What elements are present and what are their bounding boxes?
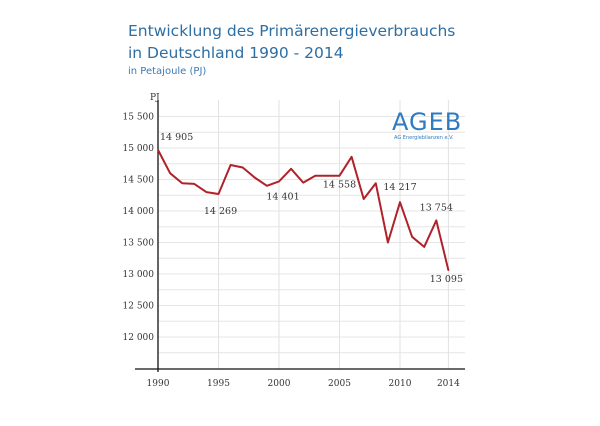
chart-title: Entwicklung des Primärenergieverbrauchs … [128,20,455,64]
data-label: 14 269 [204,206,237,217]
data-point [278,180,280,183]
data-label: 14 905 [160,132,193,143]
data-point [447,269,450,272]
ageb-logo: AGEB [392,108,463,136]
data-point [290,167,292,170]
ageb-logo-subtext: AG Energiebilanzen e.V. [394,135,454,141]
data-point [423,246,426,248]
data-label: 13 754 [420,202,453,213]
x-tick-label: 1990 [147,379,170,389]
data-point [181,182,183,185]
y-tick-label: 14 000 [123,207,155,217]
data-point [169,172,171,174]
data-label: 14 217 [383,182,416,193]
data-point [266,185,268,187]
y-tick-label: 14 500 [123,176,155,186]
y-tick-label: 13 000 [123,270,155,280]
chart-title-line-2: in Deutschland 1990 - 2014 [128,44,344,62]
x-tick-label: 2000 [268,379,291,389]
data-point [157,149,159,151]
data-label: 13 095 [430,274,463,285]
chart-title-line-1: Entwicklung des Primärenergieverbrauchs [128,22,456,40]
data-point [229,164,232,166]
data-point [241,166,244,169]
x-tick-label: 2010 [389,379,412,389]
data-point [387,241,389,244]
data-point [362,198,365,200]
data-point [217,193,220,195]
data-point [205,191,208,193]
y-tick-label: 13 500 [123,239,155,249]
data-point [350,156,353,158]
x-tick-label: 2014 [437,379,460,389]
data-point [411,236,413,238]
y-tick-label: 15 000 [123,144,155,154]
x-tick-label: 1995 [207,379,230,389]
data-label: 14 558 [323,180,356,191]
series-line [157,149,450,271]
chart-subtitle: in Petajoule (PJ) [128,66,207,77]
x-tick-label: 2005 [328,379,351,389]
data-point [326,174,329,177]
y-tick-label: 12 500 [123,302,155,312]
data-point [375,182,377,185]
y-tick-label: 15 500 [123,113,155,123]
data-point [338,174,341,177]
y-axis-label: PJ [150,93,160,103]
data-point [435,219,438,222]
y-tick-label: 12 000 [123,333,155,343]
data-point [254,176,256,179]
data-point [302,181,305,184]
data-point [399,201,401,203]
data-point [193,183,196,185]
data-point [314,174,317,177]
data-label: 14 401 [266,191,299,202]
